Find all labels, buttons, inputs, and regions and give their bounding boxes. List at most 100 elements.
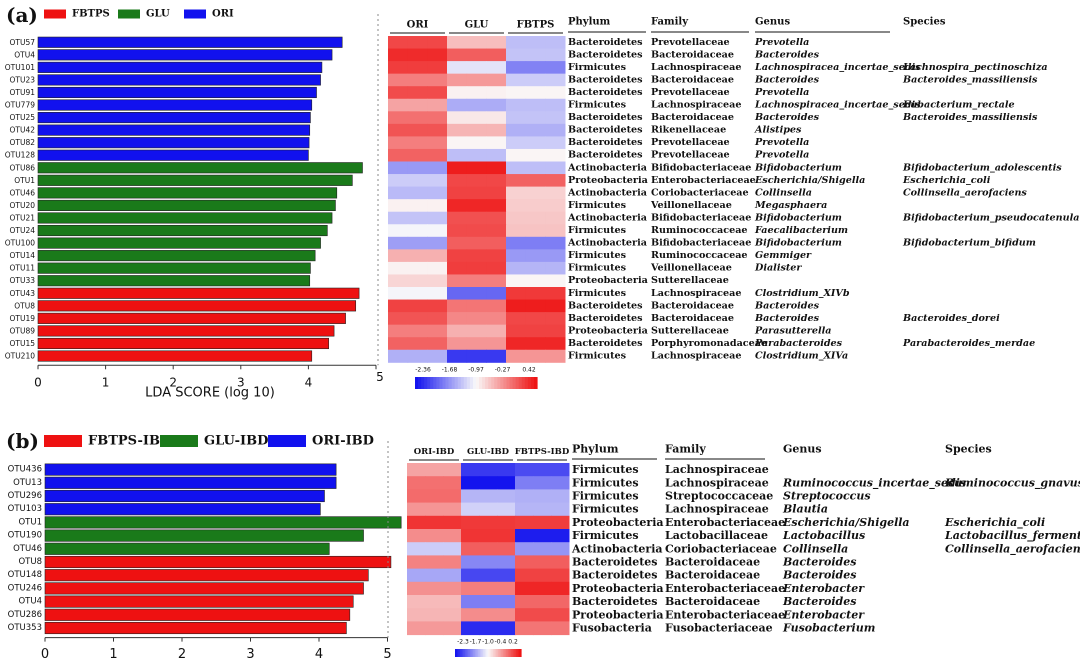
panel-b-heat-cell bbox=[461, 608, 480, 622]
panel-b-family-label: Bacteroidaceae bbox=[665, 595, 760, 608]
panel-a-heat-cell bbox=[545, 73, 566, 87]
panel-b-family-label: Lachnospiraceae bbox=[665, 503, 769, 516]
panel-a-bar-otu8 bbox=[37, 300, 357, 312]
panel-a-otu-label-otu19: OTU19 bbox=[9, 314, 35, 323]
panel-a-heat-cell bbox=[466, 186, 487, 200]
panel-a-heat-cell bbox=[486, 148, 507, 162]
panel-a-heat-cell bbox=[545, 337, 566, 351]
panel-b-genus-label: Bacteroides bbox=[782, 556, 856, 569]
panel-a-bar-otu21 bbox=[37, 212, 333, 224]
panel-b-genus-label: Fusobacterium bbox=[782, 622, 875, 635]
panel-a-phylum-label: Actinobacteria bbox=[567, 238, 647, 249]
panel-a-bar-otu15 bbox=[37, 337, 329, 350]
panel-b-heat-cell bbox=[497, 529, 516, 543]
panel-a-colorbar bbox=[415, 377, 538, 389]
panel-b-heat-cell bbox=[479, 581, 498, 596]
panel-b-family-label: Lactobacillaceae bbox=[665, 529, 768, 542]
panel-a-heat-cell bbox=[506, 123, 527, 137]
panel-a-phylum-label: Firmicutes bbox=[568, 250, 626, 261]
panel-b-heat-cell bbox=[425, 542, 444, 556]
panel-b-colorbar-step bbox=[456, 649, 459, 657]
panel-a-heat-cell bbox=[486, 61, 507, 75]
panel-a-heat-cell bbox=[447, 123, 468, 137]
panel-b-heat-cell bbox=[479, 515, 498, 530]
panel-a-heat-cell bbox=[427, 349, 448, 363]
panel-b-heat-cell bbox=[515, 581, 534, 596]
panel-a-family-label: Enterobacteriaceae bbox=[651, 175, 756, 186]
panel-a-family-label: Veillonellaceae bbox=[650, 200, 732, 211]
panel-a-heat-cell bbox=[388, 236, 409, 250]
panel-a-genus-label: Prevotella bbox=[754, 87, 809, 98]
panel-a-heat-cell bbox=[427, 98, 448, 112]
panel-a-colorbar-step bbox=[433, 377, 437, 389]
panel-b-heat-cell bbox=[443, 463, 462, 477]
panel-b-heat-cell bbox=[551, 502, 570, 517]
panel-b-tax-header-phylum: Phylum bbox=[572, 443, 619, 456]
panel-a-heat-cell bbox=[407, 274, 428, 288]
panel-b-heat-cell bbox=[551, 608, 570, 622]
panel-a-heat-cell bbox=[525, 211, 546, 225]
panel-a-colorbar-step bbox=[476, 377, 480, 389]
panel-b-colorbar-step bbox=[509, 649, 512, 657]
panel-a-heat-cell bbox=[388, 61, 409, 75]
panel-b-heat-cell bbox=[461, 529, 480, 543]
panel-a-heat-cell bbox=[466, 236, 487, 250]
panel-b-heat-cell bbox=[425, 489, 444, 504]
panel-a-heat-cell bbox=[388, 349, 409, 363]
panel-b-bar-otu246 bbox=[44, 582, 364, 595]
panel-a-heat-cell bbox=[486, 123, 507, 137]
panel-b-colorbar-step bbox=[489, 649, 492, 657]
panel-b-heat-cell bbox=[515, 568, 534, 583]
panel-b-bar-otu353 bbox=[44, 621, 347, 635]
panel-a-heat-header-1: GLU bbox=[465, 20, 489, 31]
panel-a-heat-cell bbox=[427, 224, 448, 238]
panel-a-heat-cell bbox=[427, 36, 448, 50]
panel-a-heat-cell bbox=[525, 249, 546, 263]
panel-a-heat-cell bbox=[388, 312, 409, 326]
panel-a-heat-cell bbox=[407, 86, 428, 100]
panel-b-otu-label-otu13: OTU13 bbox=[13, 478, 42, 488]
panel-a-heat-cell bbox=[545, 174, 566, 188]
panel-a-phylum-label: Actinobacteria bbox=[567, 187, 647, 198]
panel-b-heat-cell bbox=[551, 581, 570, 596]
panel-b-heat-cell bbox=[461, 555, 480, 570]
panel-a-genus-label: Alistipes bbox=[754, 125, 802, 136]
panel-a-colorbar-step bbox=[421, 377, 425, 389]
panel-a-colorbar-step bbox=[521, 377, 526, 389]
panel-b-otu-label-otu190: OTU190 bbox=[8, 531, 42, 541]
panel-a-species-label: Bifidobacterium_bifidum bbox=[902, 238, 1036, 249]
panel-a-species-label: Escherichia_coli bbox=[902, 175, 991, 186]
panel-a-otu-label-otu8: OTU8 bbox=[14, 301, 35, 310]
panel-a-phylum-label: Firmicutes bbox=[568, 62, 626, 73]
panel-b-legend-swatch-glu-ibd bbox=[160, 435, 198, 447]
panel-a-heat-cell bbox=[525, 73, 546, 87]
panel-a-phylum-label: Firmicutes bbox=[568, 351, 626, 362]
panel-b-bar-otu13 bbox=[44, 476, 337, 489]
panel-a-heat-cell bbox=[447, 312, 468, 326]
panel-b-colorbar-step bbox=[516, 649, 519, 657]
panel-a-heat-cell bbox=[466, 211, 487, 225]
panel-a-heat-cell bbox=[427, 73, 448, 87]
panel-a-family-label: Bifidobacteriaceae bbox=[651, 238, 751, 249]
panel-a-genus-label: Dialister bbox=[754, 263, 802, 274]
panel-a-heat-cell bbox=[427, 236, 448, 250]
panel-a-phylum-label: Bacteroidetes bbox=[568, 313, 643, 324]
panel-b-heat-cell bbox=[479, 595, 498, 609]
panel-b-heat-cell bbox=[407, 502, 426, 517]
panel-a-colorbar-step bbox=[430, 377, 434, 389]
panel-a-heat-cell bbox=[388, 261, 409, 275]
panel-a-phylum-label: Proteobacteria bbox=[568, 175, 648, 186]
panel-a-family-label: Bifidobacteriaceae bbox=[651, 162, 751, 173]
panel-a-heat-cell bbox=[447, 61, 468, 75]
panel-a-heat-cell bbox=[545, 236, 566, 250]
panel-a-heat-header-2: FBTPS bbox=[517, 20, 555, 31]
panel-a-otu-label-otu23: OTU23 bbox=[9, 75, 35, 84]
panel-b-family-label: Bacteroidaceae bbox=[665, 569, 760, 582]
panel-b-bar-otu436 bbox=[44, 463, 337, 476]
panel-a-colorbar-step bbox=[427, 377, 431, 389]
panel-b-colorbar-step bbox=[519, 649, 522, 657]
panel-b-colorbar-step bbox=[514, 649, 517, 657]
panel-b-heat-cell bbox=[515, 529, 534, 543]
panel-a-x-tick-label-0: 0 bbox=[34, 375, 42, 389]
panel-a-genus-label: Clostridium_XIVb bbox=[755, 288, 850, 299]
